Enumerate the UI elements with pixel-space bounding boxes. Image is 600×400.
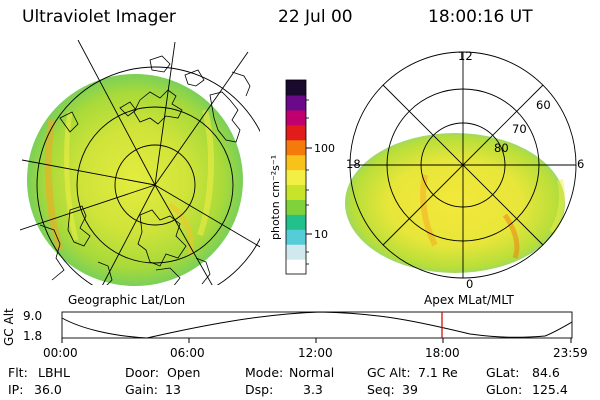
colorbar-frame [285, 79, 307, 275]
mlat-label-60: 60 [536, 98, 551, 112]
status-mode-label: Mode: [245, 365, 284, 380]
meridian-3 [154, 51, 249, 186]
apex-caption: Apex MLat/MLT [424, 293, 514, 307]
apex-auroral-streaks [420, 174, 565, 259]
auroral-streaks [44, 109, 215, 256]
colorbar-cell [286, 259, 306, 275]
time-tick-2359: 23:59 [553, 346, 588, 360]
apex-auroral-oval [345, 133, 565, 273]
mlt-line-diag-2 [382, 84, 544, 246]
colorbar-cell [286, 184, 306, 200]
status-mode-value: Normal [289, 365, 335, 380]
colorbar-cell [286, 169, 306, 186]
status-glat-label: GLat: [486, 365, 520, 380]
time-tick-1800: 18:00 [425, 346, 460, 360]
mlat-label-80: 80 [494, 141, 509, 155]
mlt-label-6: 6 [577, 157, 584, 171]
status-seq-value: 39 [402, 382, 418, 397]
observation-date: 22 Jul 00 [278, 7, 353, 27]
meridian-8 [102, 184, 156, 285]
lat-circle-80 [114, 144, 196, 226]
time-tick-0000: 00:00 [43, 346, 78, 360]
meridian-2 [154, 41, 176, 186]
mlt-label-12: 12 [458, 49, 473, 63]
altitude-ytick-low: 1.8 [23, 329, 43, 343]
meridian-6 [20, 184, 156, 231]
status-ip-label: IP: [8, 382, 24, 397]
instrument-title: Ultraviolet Imager [22, 7, 176, 27]
lat-circle-70 [76, 106, 234, 264]
status-flt-label: Flt: [8, 365, 28, 380]
status-gcalt-value: 7.1 Re [418, 365, 458, 380]
observation-time: 18:00:16 UT [428, 7, 533, 27]
colorbar-cell [286, 80, 306, 96]
colorbar-cell [286, 199, 306, 215]
meridian-4 [154, 184, 260, 248]
mlt-label-18: 18 [346, 157, 361, 171]
status-dsp-value: 3.3 [303, 382, 323, 397]
colorbar-cell [286, 139, 306, 156]
colorbar-tick-label-100: 100 [314, 142, 335, 155]
geographic-image-panel [20, 40, 260, 286]
status-glon-value: 125.4 [532, 382, 568, 397]
coastlines [39, 55, 251, 285]
apex-polar-panel: 12 18 6 0 60 70 80 [345, 49, 584, 291]
colorbar-cell [286, 154, 306, 171]
altitude-axis-title: GC Alt [2, 308, 16, 346]
apex-polar-grid [349, 51, 577, 279]
geographic-caption: Geographic Lat/Lon [68, 293, 186, 307]
colorbar-cell [286, 244, 306, 260]
status-glon-label: GLon: [486, 382, 523, 397]
mlt-label-0: 0 [466, 277, 473, 291]
time-tick-1200: 12:00 [298, 346, 333, 360]
altitude-plot-frame [61, 311, 573, 339]
colorbar-cell [286, 94, 306, 111]
meridian-1 [77, 40, 156, 186]
meridian-7 [21, 159, 156, 186]
status-seq-label: Seq: [367, 382, 395, 397]
lat-circle-60 [36, 66, 260, 285]
time-tick-0600: 06:00 [170, 346, 205, 360]
status-glat-value: 84.6 [532, 365, 560, 380]
colorbar-tick-label-10: 10 [314, 228, 328, 241]
altitude-curve [61, 311, 573, 339]
status-flt-value: LBHL [38, 365, 70, 380]
altitude-ytick-high: 9.0 [23, 309, 43, 323]
colorbar-cells [286, 80, 306, 275]
status-door-value: Open [167, 365, 201, 380]
altitude-strip [61, 311, 573, 343]
status-dsp-label: Dsp: [245, 382, 274, 397]
meridian-5 [154, 184, 213, 285]
status-gcalt-label: GC Alt: [367, 365, 411, 380]
colorbar-cell [286, 229, 306, 245]
colorbar-cell [286, 109, 306, 126]
colorbar-cell [286, 124, 306, 141]
colorbar-unit-label: photon cm⁻²s⁻¹ [269, 155, 282, 240]
status-gain-value: 13 [165, 382, 181, 397]
colorbar-cell [286, 214, 306, 230]
status-door-label: Door: [125, 365, 160, 380]
geo-lat-lon-grid [20, 40, 260, 285]
status-ip-value: 36.0 [34, 382, 62, 397]
mlat-label-70: 70 [512, 122, 527, 136]
intensity-colorbar: 100 10 photon cm⁻²s⁻¹ [269, 79, 335, 275]
status-gain-label: Gain: [125, 382, 158, 397]
